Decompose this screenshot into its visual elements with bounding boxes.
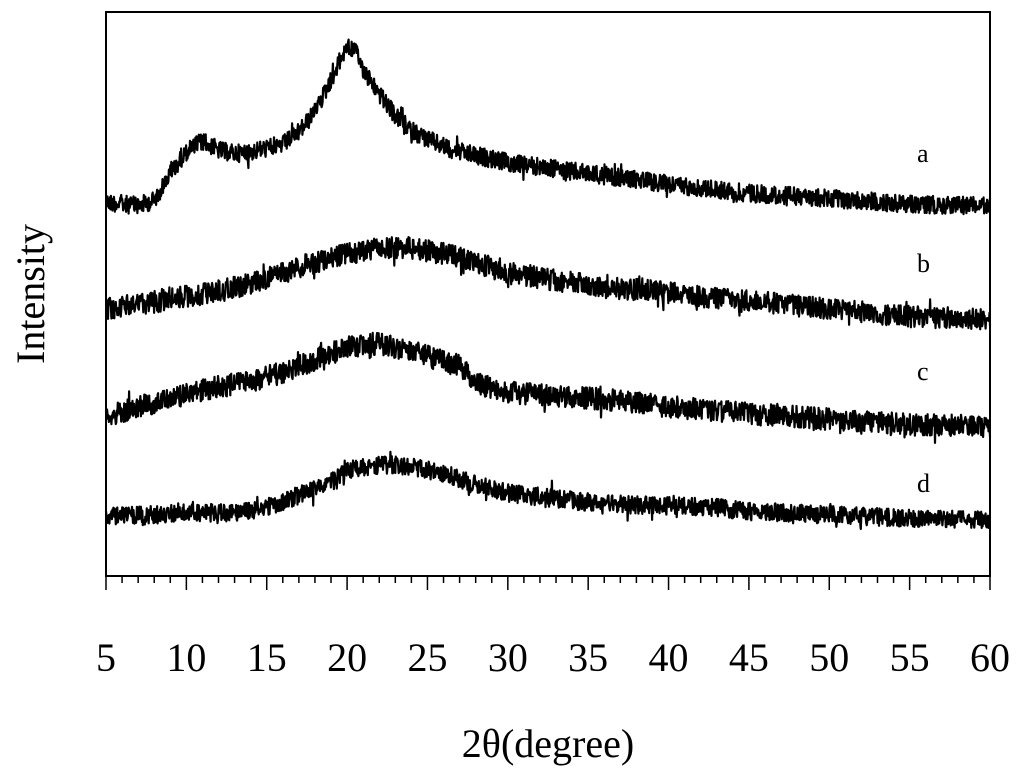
series-label-b: b [917, 249, 930, 278]
y-axis-title: Intensity [8, 224, 53, 364]
x-tick-label: 20 [327, 635, 367, 680]
x-tick-label: 40 [649, 635, 689, 680]
series-label-a: a [917, 139, 929, 168]
x-axis-ticks [105, 576, 991, 590]
series-line-b [104, 236, 992, 331]
x-tick-label: 15 [247, 635, 287, 680]
x-axis-tick-labels: 5 10 15 20 25 30 35 40 45 50 55 60 [96, 635, 1010, 680]
x-tick-label: 35 [568, 635, 608, 680]
x-tick-label: 5 [96, 635, 116, 680]
x-tick-label: 30 [488, 635, 528, 680]
x-tick-label: 45 [729, 635, 769, 680]
series-line-a [105, 38, 992, 216]
series-line-c [104, 331, 992, 444]
x-tick-label: 50 [809, 635, 849, 680]
x-tick-label: 60 [970, 635, 1010, 680]
series-label-c: c [917, 357, 929, 386]
x-tick-label: 25 [407, 635, 447, 680]
plot-frame [105, 11, 991, 577]
x-tick-label: 10 [166, 635, 206, 680]
x-axis-title: 2θ(degree) [462, 721, 634, 766]
series-layer [104, 38, 992, 531]
x-tick-label: 55 [890, 635, 930, 680]
series-labels: a b c d [917, 139, 930, 498]
series-label-d: d [917, 469, 930, 498]
series-line-d [104, 450, 992, 531]
